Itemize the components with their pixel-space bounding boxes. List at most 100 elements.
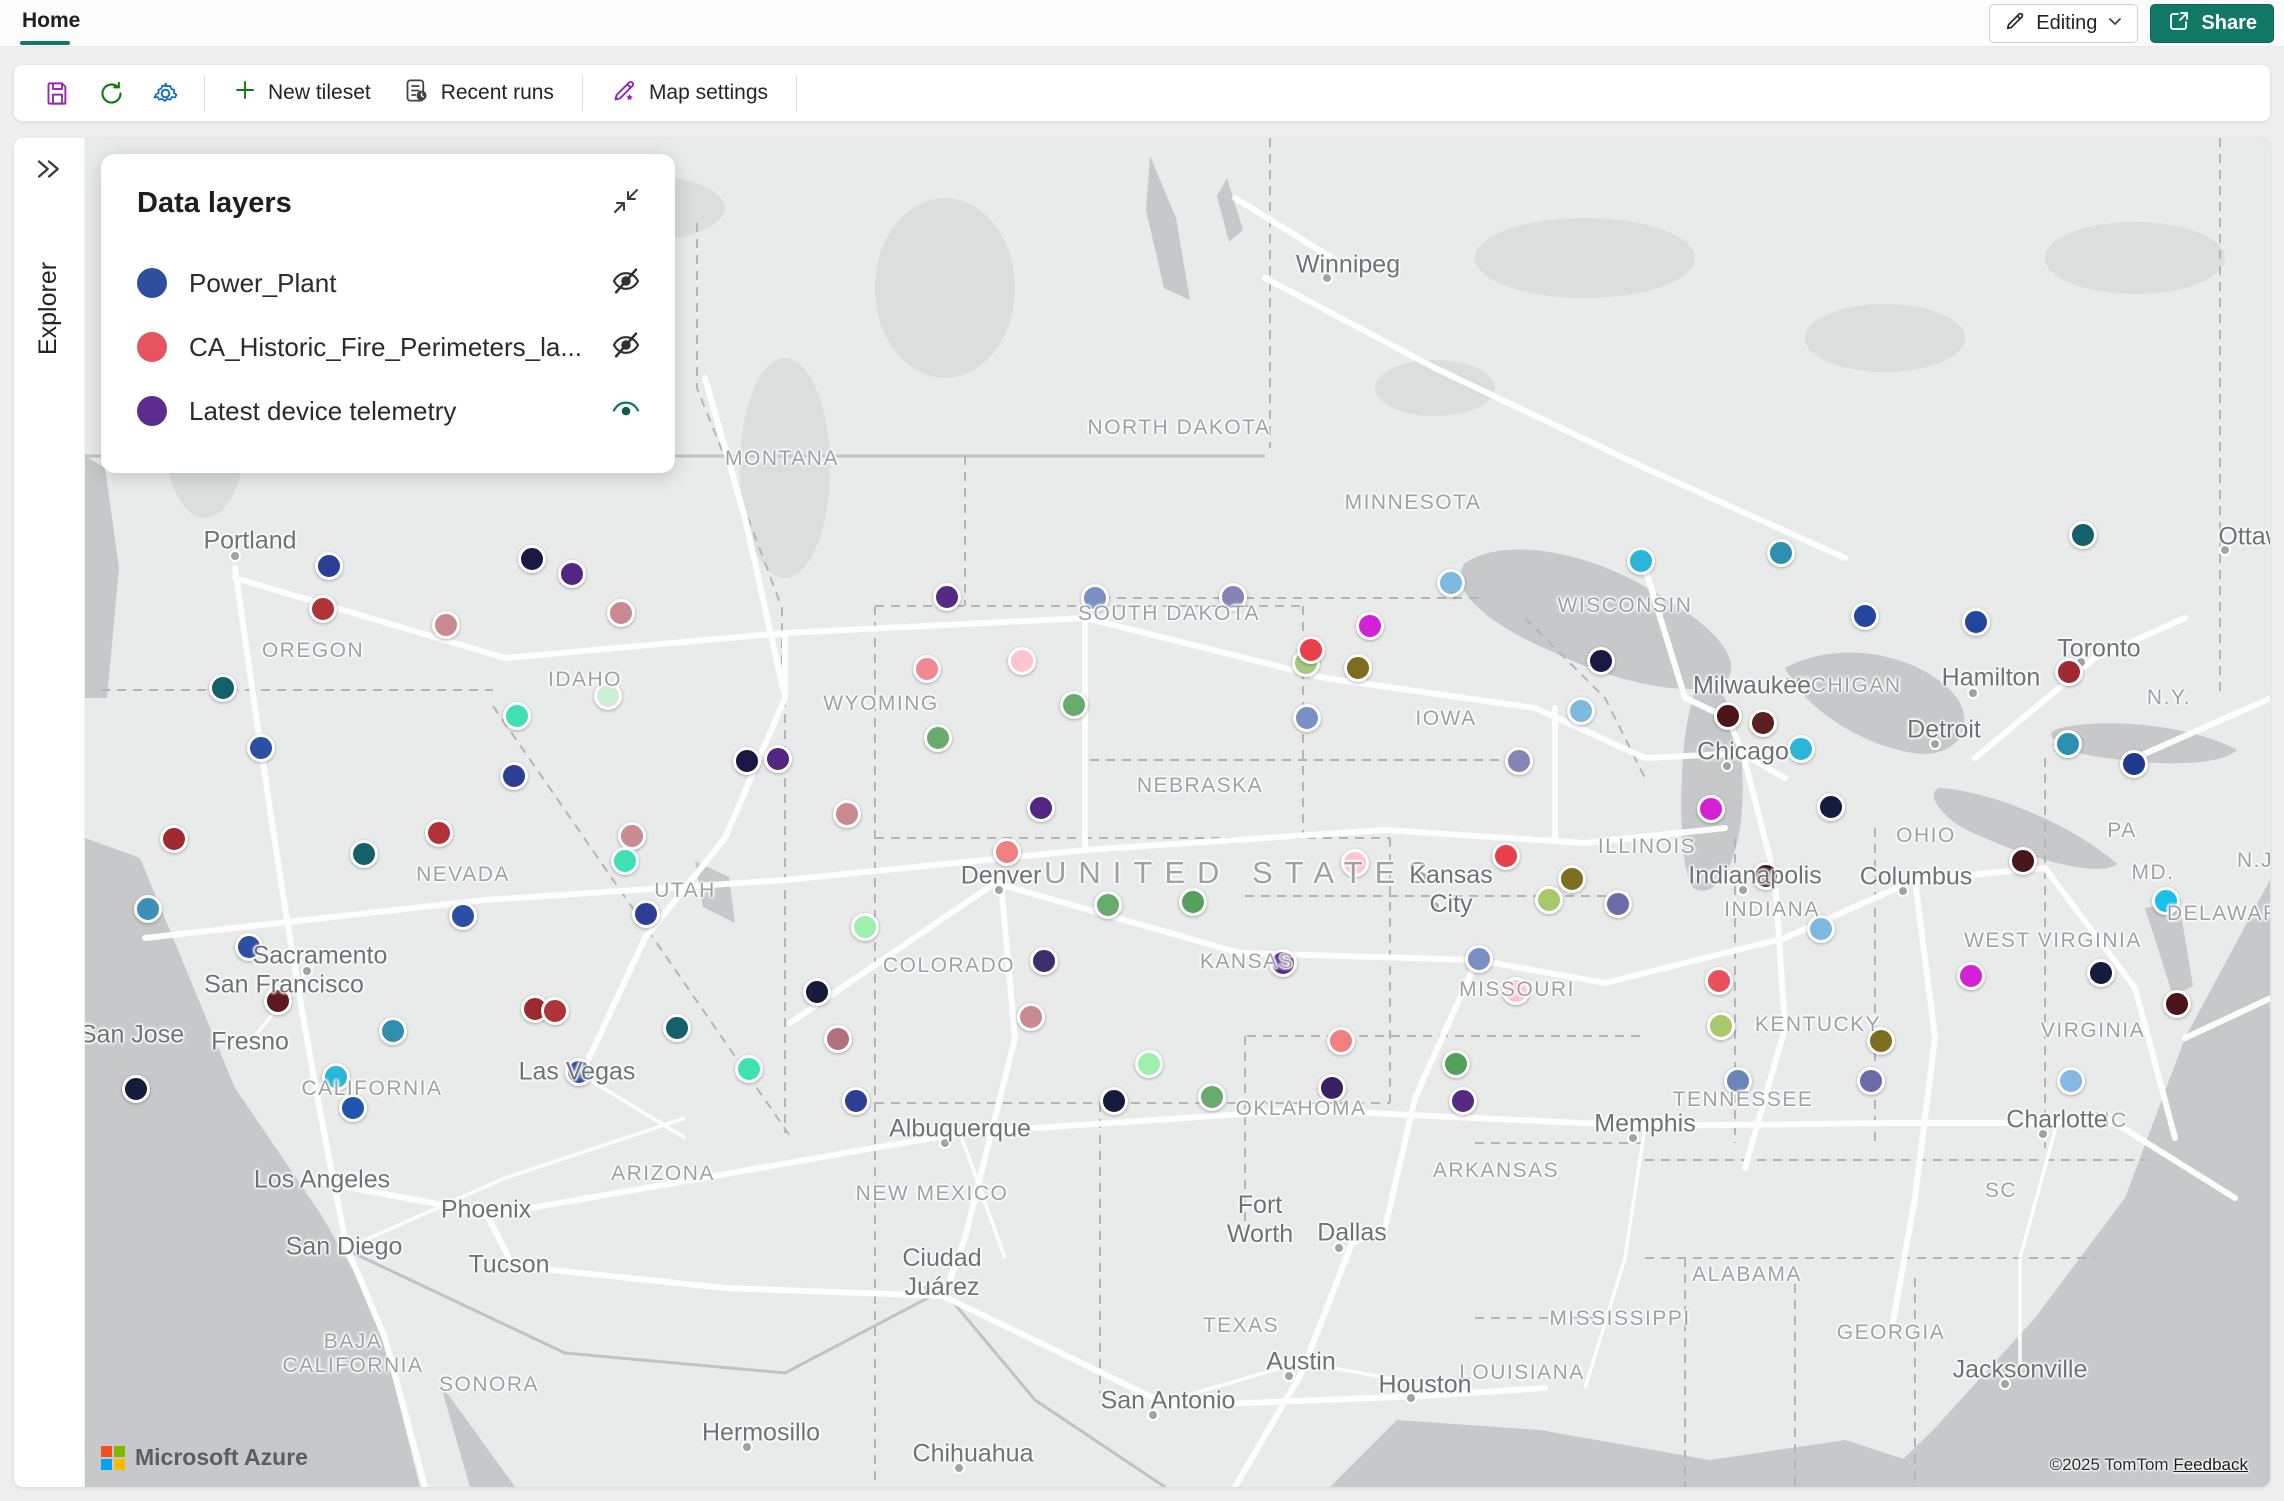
telemetry-dot[interactable] [1752,862,1780,890]
telemetry-dot[interactable] [1318,1074,1346,1102]
visibility-toggle-eye-on-icon[interactable] [607,390,645,433]
telemetry-dot[interactable] [1587,647,1615,675]
telemetry-dot[interactable] [851,913,879,941]
telemetry-dot[interactable] [824,1025,852,1053]
visibility-toggle-eye-off-icon[interactable] [607,326,645,369]
expand-explorer-button[interactable] [34,156,64,187]
telemetry-dot[interactable] [1567,697,1595,725]
telemetry-dot[interactable] [1442,1050,1470,1078]
telemetry-dot[interactable] [432,611,460,639]
telemetry-dot[interactable] [235,933,263,961]
telemetry-dot[interactable] [1724,1067,1752,1095]
feedback-link[interactable]: Feedback [2173,1455,2248,1474]
telemetry-dot[interactable] [449,902,477,930]
telemetry-dot[interactable] [315,552,343,580]
telemetry-dot[interactable] [632,900,660,928]
telemetry-dot[interactable] [2055,658,2083,686]
telemetry-dot[interactable] [1851,602,1879,630]
telemetry-dot[interactable] [1017,1003,1045,1031]
share-button[interactable]: Share [2150,4,2274,43]
telemetry-dot[interactable] [1437,569,1465,597]
telemetry-dot[interactable] [924,724,952,752]
telemetry-dot[interactable] [503,702,531,730]
telemetry-dot[interactable] [379,1017,407,1045]
telemetry-dot[interactable] [618,822,646,850]
telemetry-dot[interactable] [2054,730,2082,758]
telemetry-dot[interactable] [309,595,337,623]
telemetry-dot[interactable] [663,1014,691,1042]
collapse-panel-button[interactable] [607,182,645,225]
telemetry-dot[interactable] [1100,1087,1128,1115]
refresh-button[interactable] [88,73,134,113]
telemetry-dot[interactable] [1857,1067,1885,1095]
telemetry-dot[interactable] [1627,547,1655,575]
telemetry-dot[interactable] [1219,583,1247,611]
telemetry-dot[interactable] [1807,915,1835,943]
telemetry-dot[interactable] [2163,990,2191,1018]
telemetry-dot[interactable] [594,682,622,710]
telemetry-dot[interactable] [833,800,861,828]
telemetry-dot[interactable] [1957,962,1985,990]
map-canvas[interactable]: MONTANA NORTH DAKOTA MINNESOTA WISCONSIN SOU… [85,138,2270,1487]
telemetry-dot[interactable] [209,674,237,702]
map-settings-button[interactable]: Map settings [599,73,780,113]
telemetry-dot[interactable] [1297,636,1325,664]
telemetry-dot[interactable] [1705,967,1733,995]
telemetry-dot[interactable] [1356,612,1384,640]
telemetry-dot[interactable] [1344,654,1372,682]
telemetry-dot[interactable] [1135,1050,1163,1078]
telemetry-dot[interactable] [607,599,635,627]
telemetry-dot[interactable] [565,1058,593,1086]
telemetry-dot[interactable] [1008,647,1036,675]
telemetry-dot[interactable] [1749,709,1777,737]
save-button[interactable] [34,73,80,113]
telemetry-dot[interactable] [764,745,792,773]
telemetry-dot[interactable] [1767,539,1795,567]
telemetry-dot[interactable] [134,895,162,923]
telemetry-dot[interactable] [1707,1012,1735,1040]
settings-button[interactable] [142,73,188,113]
visibility-toggle-eye-off-icon[interactable] [607,262,645,305]
recent-runs-button[interactable]: Recent runs [391,73,566,113]
telemetry-dot[interactable] [247,734,275,762]
telemetry-dot[interactable] [1502,977,1530,1005]
telemetry-dot[interactable] [2087,959,2115,987]
telemetry-dot[interactable] [2009,847,2037,875]
telemetry-dot[interactable] [1327,1027,1355,1055]
telemetry-dot[interactable] [1492,842,1520,870]
telemetry-dot[interactable] [1341,849,1369,877]
telemetry-dot[interactable] [1081,584,1109,612]
telemetry-dot[interactable] [1030,947,1058,975]
telemetry-dot[interactable] [500,762,528,790]
telemetry-dot[interactable] [1179,888,1207,916]
telemetry-dot[interactable] [1558,865,1586,893]
telemetry-dot[interactable] [1269,949,1297,977]
telemetry-dot[interactable] [160,825,188,853]
new-tileset-button[interactable]: New tileset [221,73,383,113]
layer-row-latest-device-telemetry[interactable]: Latest device telemetry [137,379,645,443]
telemetry-dot[interactable] [733,747,761,775]
telemetry-dot[interactable] [122,1075,150,1103]
telemetry-dot[interactable] [1867,1027,1895,1055]
telemetry-dot[interactable] [1293,704,1321,732]
editing-dropdown[interactable]: Editing [1989,4,2139,43]
telemetry-dot[interactable] [1697,795,1725,823]
layer-row-power-plant[interactable]: Power_Plant [137,251,645,315]
layer-row-ca-historic-fire[interactable]: CA_Historic_Fire_Perimeters_la... [137,315,645,379]
telemetry-dot[interactable] [1604,890,1632,918]
telemetry-dot[interactable] [2152,887,2180,915]
telemetry-dot[interactable] [322,1063,350,1091]
telemetry-dot[interactable] [1787,735,1815,763]
telemetry-dot[interactable] [1198,1083,1226,1111]
telemetry-dot[interactable] [2057,1067,2085,1095]
telemetry-dot[interactable] [735,1055,763,1083]
telemetry-dot[interactable] [1535,886,1563,914]
telemetry-dot[interactable] [339,1094,367,1122]
telemetry-dot[interactable] [1094,891,1122,919]
telemetry-dot[interactable] [518,545,546,573]
telemetry-dot[interactable] [1962,608,1990,636]
telemetry-dot[interactable] [541,997,569,1025]
telemetry-dot[interactable] [913,655,941,683]
telemetry-dot[interactable] [1714,702,1742,730]
telemetry-dot[interactable] [611,847,639,875]
